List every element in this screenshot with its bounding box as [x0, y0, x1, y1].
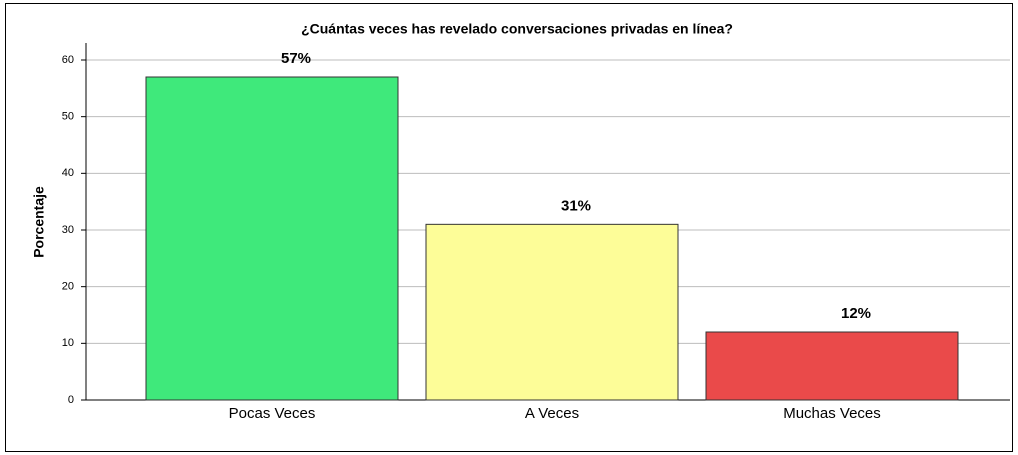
bar: [145, 76, 399, 401]
data-label: 31%: [561, 197, 591, 214]
bar: [705, 331, 959, 401]
y-tick-label: 30: [62, 224, 74, 236]
data-label: 12%: [841, 305, 871, 322]
y-tick-label: 50: [62, 111, 74, 123]
y-tick-label: 20: [62, 281, 74, 293]
y-tick-label: 40: [62, 167, 74, 179]
chart-title: ¿Cuántas veces has revelado conversacion…: [301, 21, 733, 37]
y-tick-label: 0: [68, 394, 74, 406]
x-tick-label: A Veces: [525, 405, 579, 422]
x-tick-label: Pocas Veces: [229, 405, 316, 422]
y-tick-label: 10: [62, 337, 74, 349]
x-tick-label: Muchas Veces: [783, 405, 881, 422]
data-label: 57%: [281, 50, 311, 67]
y-tick-label: 60: [62, 54, 74, 66]
y-axis-label: Porcentaje: [31, 186, 47, 258]
bar: [425, 223, 679, 401]
